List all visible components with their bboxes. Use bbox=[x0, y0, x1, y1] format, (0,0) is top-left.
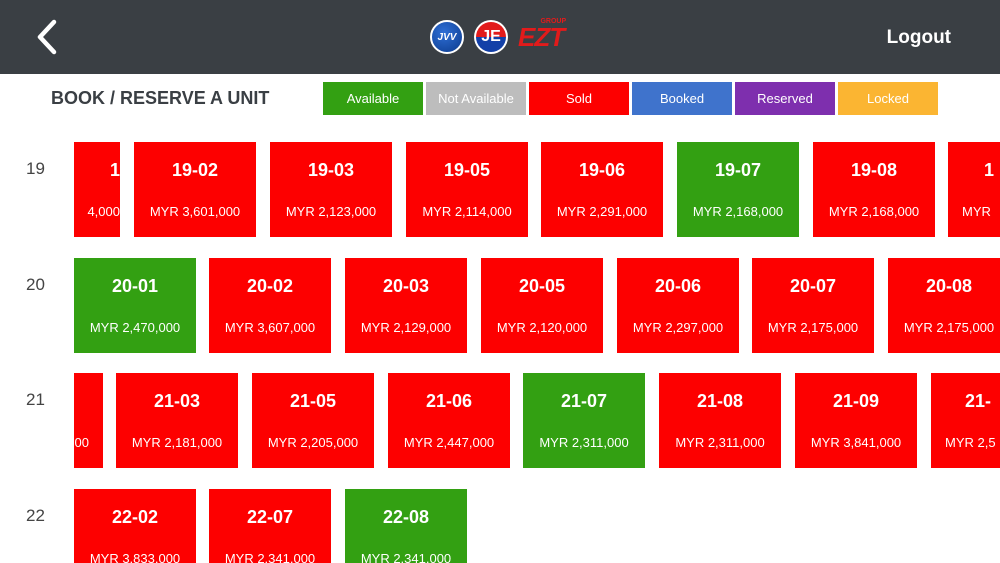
back-button[interactable] bbox=[30, 16, 70, 58]
unit-code: 20-06 bbox=[654, 276, 702, 296]
unit-code: 19-06 bbox=[578, 160, 626, 180]
unit-code: 22-08 bbox=[382, 507, 430, 527]
legend-not-available: Not Available bbox=[426, 82, 526, 115]
unit-price: MYR 2,175,000 bbox=[767, 320, 859, 335]
unit-code: 21-05 bbox=[289, 391, 337, 411]
legend-available: Available bbox=[323, 82, 423, 115]
brand-logos: JVV JE EZT GROUP bbox=[430, 18, 567, 54]
unit-price: MYR 2,470,000 bbox=[89, 320, 181, 335]
legend-locked: Locked bbox=[838, 82, 938, 115]
legend-booked: Booked bbox=[632, 82, 732, 115]
unit-code: 1 bbox=[109, 160, 120, 180]
legend-sold: Sold bbox=[529, 82, 629, 115]
unit-code: 21-06 bbox=[425, 391, 473, 411]
top-bar: JVV JE EZT GROUP Logout bbox=[0, 0, 1000, 74]
unit-price: MYR 2,120,000 bbox=[496, 320, 588, 335]
unit-price: 4,000 bbox=[87, 204, 120, 219]
unit-code: 20-08 bbox=[925, 276, 973, 296]
floor-label: 22 bbox=[26, 506, 45, 525]
unit-tile[interactable]: 19-08 MYR 2,168,000 bbox=[813, 142, 935, 237]
unit-tile[interactable]: 21-08 MYR 2,311,000 bbox=[659, 373, 781, 468]
unit-code: 21-09 bbox=[832, 391, 880, 411]
unit-tile[interactable]: 1 MYR bbox=[948, 142, 1000, 237]
unit-price: MYR 2,311,000 bbox=[539, 435, 629, 450]
unit-price: 00 bbox=[74, 435, 89, 450]
unit-code: 20-02 bbox=[246, 276, 294, 296]
unit-tile[interactable]: 19-05 MYR 2,114,000 bbox=[406, 142, 528, 237]
unit-tile[interactable]: 19-03 MYR 2,123,000 bbox=[270, 142, 392, 237]
unit-price: MYR 2,168,000 bbox=[692, 204, 784, 219]
unit-price: MYR 2,205,000 bbox=[267, 435, 359, 450]
unit-tile[interactable]: 22-02 MYR 3,833,000 bbox=[74, 489, 196, 563]
jvv-logo: JVV bbox=[430, 20, 464, 54]
unit-tile[interactable]: 21-06 MYR 2,447,000 bbox=[388, 373, 510, 468]
unit-price: MYR 2,181,000 bbox=[131, 435, 223, 450]
unit-price: MYR 2,291,000 bbox=[556, 204, 648, 219]
unit-code: 21-07 bbox=[560, 391, 608, 411]
unit-tile[interactable]: 20-08 MYR 2,175,000 bbox=[888, 258, 1000, 353]
floor-label: 20 bbox=[26, 275, 45, 294]
chevron-left-icon bbox=[37, 19, 57, 55]
unit-code: 19-05 bbox=[443, 160, 491, 180]
unit-tile[interactable]: 21-07 MYR 2,311,000 bbox=[523, 373, 645, 468]
unit-price: MYR 2,341,000 bbox=[224, 551, 316, 563]
unit-code: 20-05 bbox=[518, 276, 566, 296]
unit-price: MYR 2,311,000 bbox=[675, 435, 765, 450]
unit-price: MYR 3,833,000 bbox=[89, 551, 181, 563]
unit-code: 19-08 bbox=[850, 160, 898, 180]
page-title: BOOK / RESERVE A UNIT bbox=[51, 88, 270, 108]
unit-price: MYR 2,168,000 bbox=[828, 204, 920, 219]
unit-code: 20-03 bbox=[382, 276, 430, 296]
unit-tile[interactable]: 20-03 MYR 2,129,000 bbox=[345, 258, 467, 353]
floor-label: 21 bbox=[26, 390, 45, 409]
unit-code: 22-07 bbox=[246, 507, 294, 527]
unit-price: MYR 3,841,000 bbox=[810, 435, 902, 450]
unit-price: MYR 2,341,000 bbox=[360, 551, 452, 563]
unit-price: MYR bbox=[962, 204, 991, 219]
unit-code: 19-03 bbox=[307, 160, 355, 180]
unit-tile[interactable]: 20-07 MYR 2,175,000 bbox=[752, 258, 874, 353]
unit-code: 21-03 bbox=[153, 391, 201, 411]
legend-reserved: Reserved bbox=[735, 82, 835, 115]
unit-price: MYR 2,114,000 bbox=[422, 204, 512, 219]
unit-tile[interactable]: 19-07 MYR 2,168,000 bbox=[677, 142, 799, 237]
unit-code: 21-08 bbox=[696, 391, 744, 411]
unit-tile[interactable]: 21-03 MYR 2,181,000 bbox=[116, 373, 238, 468]
unit-price: MYR 3,607,000 bbox=[224, 320, 316, 335]
unit-code: 21- bbox=[965, 391, 992, 411]
unit-tile[interactable]: 19-02 MYR 3,601,000 bbox=[134, 142, 256, 237]
ezt-logo: EZT GROUP bbox=[518, 18, 567, 52]
unit-tile[interactable]: 20-05 MYR 2,120,000 bbox=[481, 258, 603, 353]
unit-code: 19-07 bbox=[714, 160, 762, 180]
unit-tile[interactable]: 21- MYR 2,5 bbox=[931, 373, 1000, 468]
unit-price: MYR 2,447,000 bbox=[403, 435, 495, 450]
floor-label: 19 bbox=[26, 159, 45, 178]
unit-code: 20-07 bbox=[789, 276, 837, 296]
unit-tile[interactable]: 20-01 MYR 2,470,000 bbox=[74, 258, 196, 353]
unit-tile[interactable]: 00 bbox=[74, 373, 103, 468]
unit-code: 22-02 bbox=[111, 507, 159, 527]
unit-price: MYR 2,5 bbox=[945, 435, 996, 450]
unit-tile[interactable]: 20-02 MYR 3,607,000 bbox=[209, 258, 331, 353]
unit-price: MYR 3,601,000 bbox=[149, 204, 241, 219]
unit-tile[interactable]: 22-07 MYR 2,341,000 bbox=[209, 489, 331, 563]
je-logo: JE bbox=[474, 20, 508, 54]
unit-price: MYR 2,123,000 bbox=[285, 204, 377, 219]
logout-button[interactable]: Logout bbox=[886, 27, 951, 48]
unit-tile[interactable]: 20-06 MYR 2,297,000 bbox=[617, 258, 739, 353]
unit-code: 19-02 bbox=[171, 160, 219, 180]
unit-code: 20-01 bbox=[111, 276, 159, 296]
unit-price: MYR 2,129,000 bbox=[360, 320, 452, 335]
unit-tile[interactable]: 19-06 MYR 2,291,000 bbox=[541, 142, 663, 237]
unit-tile[interactable]: 21-05 MYR 2,205,000 bbox=[252, 373, 374, 468]
unit-tile[interactable]: 21-09 MYR 3,841,000 bbox=[795, 373, 917, 468]
status-legend: Available Not Available Sold Booked Rese… bbox=[323, 82, 938, 115]
unit-tile[interactable]: 1 4,000 bbox=[74, 142, 120, 237]
unit-tile[interactable]: 22-08 MYR 2,341,000 bbox=[345, 489, 467, 563]
unit-code: 1 bbox=[984, 160, 995, 180]
unit-price: MYR 2,175,000 bbox=[903, 320, 995, 335]
unit-price: MYR 2,297,000 bbox=[632, 320, 724, 335]
